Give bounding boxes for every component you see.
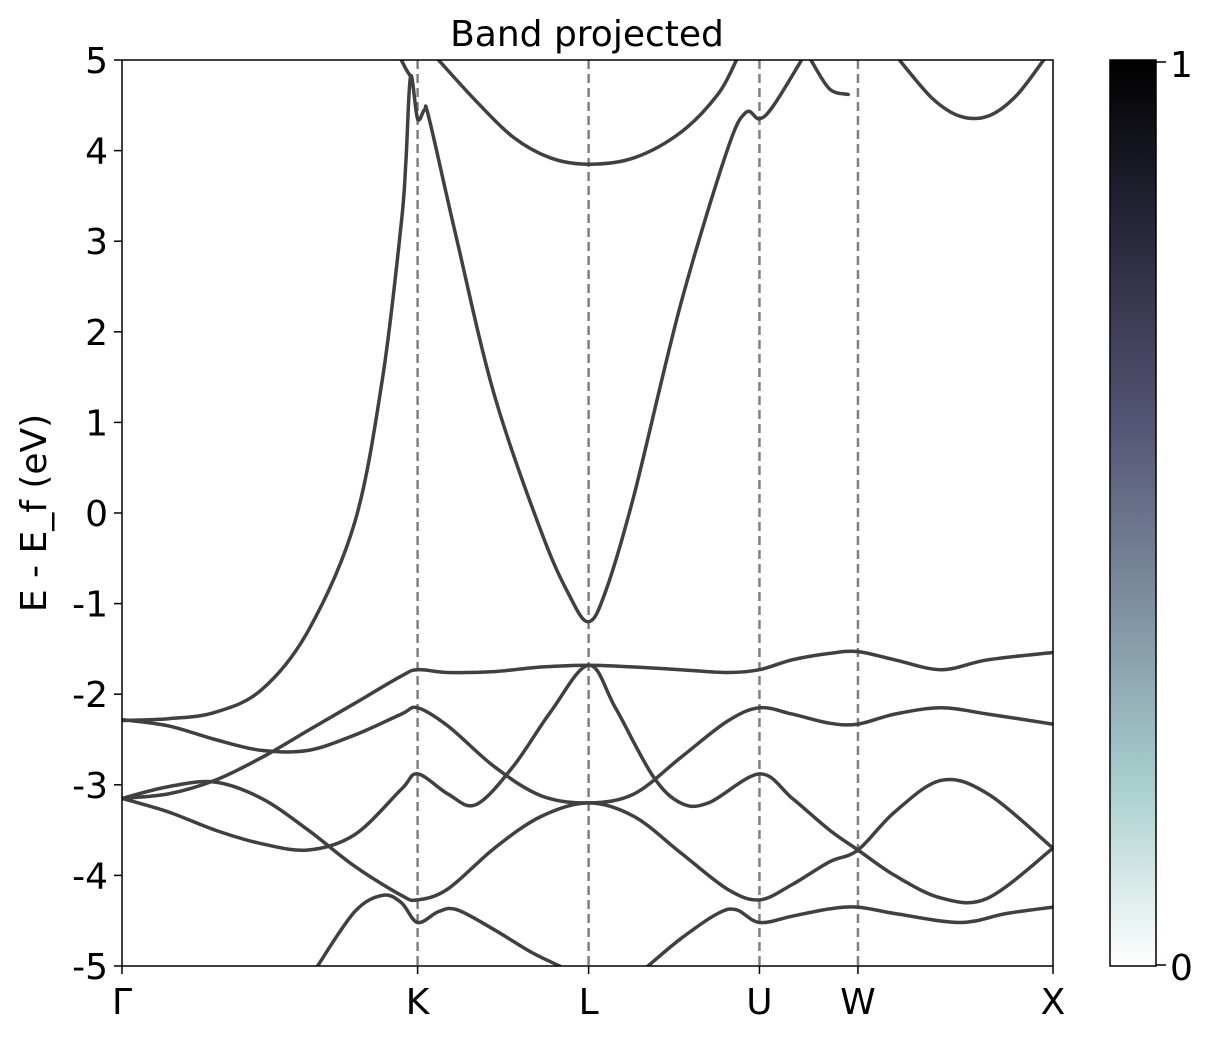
- x-tick-label: U: [746, 982, 772, 1023]
- band-lines: [122, 60, 1053, 966]
- y-tick-label: -5: [72, 947, 108, 988]
- colorbar-max-label: 1: [1170, 45, 1193, 86]
- colorbar-min-label: 0: [1170, 948, 1193, 989]
- y-tick-label: 1: [85, 403, 108, 444]
- kpoint-divider-lines: [416, 60, 860, 966]
- y-tick-label: 3: [85, 222, 108, 263]
- x-tick-label: X: [1041, 982, 1066, 1023]
- y-axis-label: E - E_f (eV): [14, 414, 55, 612]
- y-tick-label: -4: [72, 856, 108, 897]
- x-tick-label: L: [579, 982, 599, 1023]
- y-tick-label: -2: [72, 675, 108, 716]
- band-line-10: [809, 60, 850, 97]
- y-tick-label: -1: [72, 585, 108, 626]
- band-line-9: [399, 60, 413, 79]
- band-line-8: [436, 60, 739, 166]
- x-tick-label: Γ: [112, 982, 132, 1023]
- y-tick-label: -3: [72, 766, 108, 807]
- y-ticks: 5 4 3 2 1 0 -1 -2 -3 -4 -5: [72, 41, 122, 988]
- colorbar: [1109, 59, 1157, 967]
- chart-title: Band projected: [450, 14, 724, 55]
- y-tick-label: 2: [85, 313, 108, 354]
- band-line-5: [122, 663, 1053, 905]
- y-tick-label: 5: [85, 41, 108, 82]
- band-line-6: [315, 893, 562, 966]
- y-tick-label: 4: [85, 132, 108, 173]
- x-tick-label: W: [840, 982, 876, 1023]
- band-line-1: [122, 60, 804, 723]
- y-tick-label: 0: [85, 494, 108, 535]
- band-line-7: [646, 905, 1053, 966]
- band-line-4: [122, 777, 1053, 903]
- band-line-11: [897, 60, 1046, 121]
- x-tick-label: K: [406, 982, 431, 1023]
